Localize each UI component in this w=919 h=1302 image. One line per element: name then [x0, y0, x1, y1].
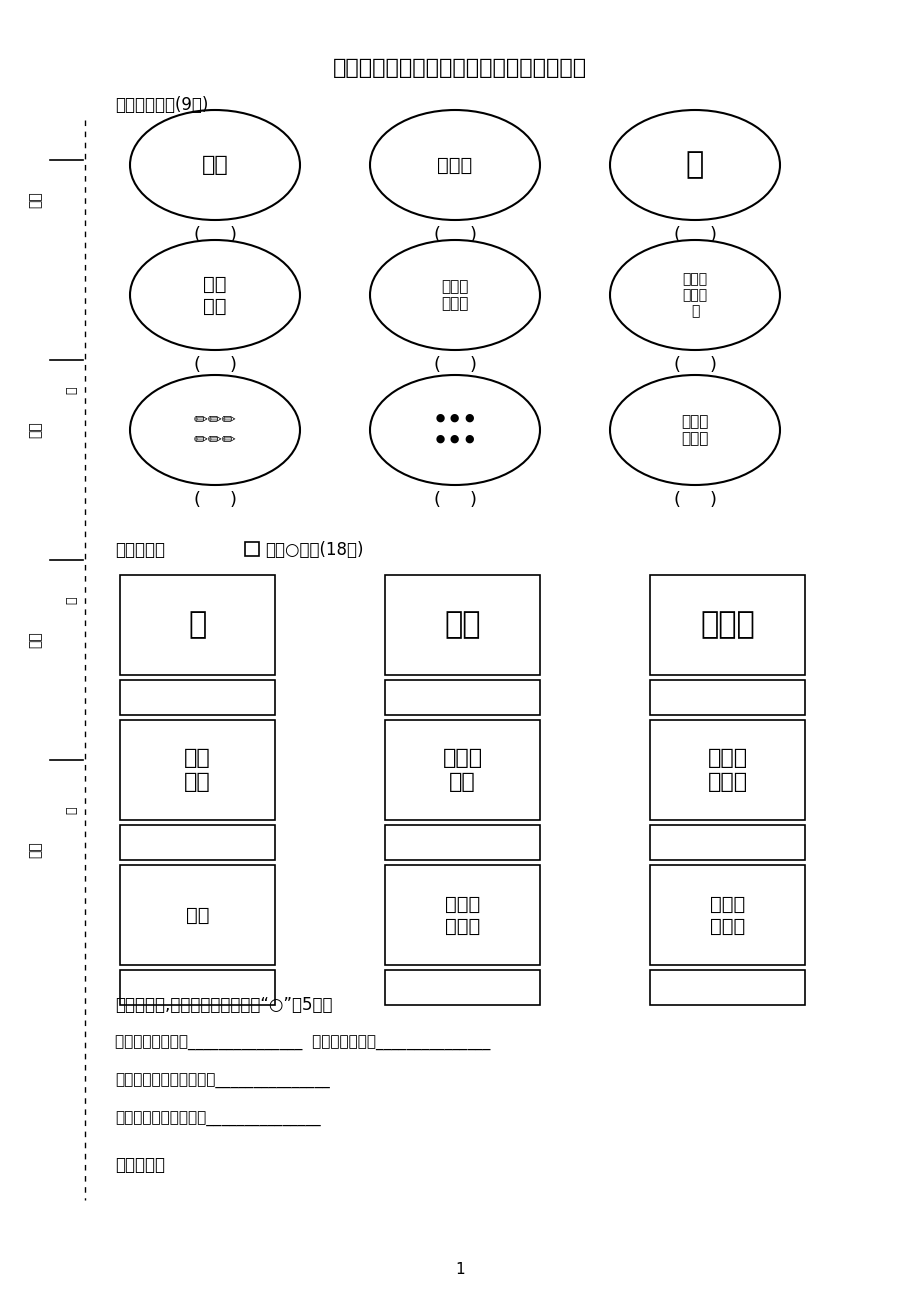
Text: ⚫⚫⚫
⚫⚫⚫: ⚫⚫⚫ ⚫⚫⚫ [432, 410, 477, 449]
Text: 姓名: 姓名 [28, 422, 42, 439]
Text: 班级: 班级 [28, 631, 42, 648]
Bar [650, 970, 804, 1005]
Text: 🍎🍎
🍎🍎: 🍎🍎 🍎🍎 [184, 749, 210, 792]
Text: 🐴: 🐴 [686, 151, 703, 180]
Bar [384, 865, 539, 965]
Text: 线: 线 [65, 806, 78, 814]
Text: 人教版小学数学一年级上册第一单元检测卷: 人教版小学数学一年级上册第一单元检测卷 [333, 59, 586, 78]
Bar [650, 720, 804, 820]
Text: 🌿🌿
🌿🌿: 🌿🌿 🌿🌿 [203, 275, 226, 315]
Text: (: ( [673, 355, 680, 374]
Text: 🦋🌸: 🦋🌸 [201, 155, 228, 174]
Text: 🐛🐛🐛
🐛🐛🐛: 🐛🐛🐛 🐛🐛🐛 [441, 279, 468, 311]
Text: (: ( [673, 227, 680, 243]
Text: 你喜欢上的课有几节？_______________: 你喜欢上的课有几节？_______________ [115, 1112, 321, 1126]
Text: 考号: 考号 [28, 191, 42, 208]
Text: ): ) [229, 355, 236, 374]
Text: 🌸🌸🌸: 🌸🌸🌸 [699, 611, 754, 639]
Text: 1: 1 [455, 1263, 464, 1277]
Bar [650, 865, 804, 965]
Bar [384, 575, 539, 674]
Bar [650, 680, 804, 715]
Text: ): ) [709, 355, 716, 374]
Text: (: ( [433, 227, 440, 243]
Text: 🐟🐟🐟
🐟🐟🐟: 🐟🐟🐟 🐟🐟🐟 [445, 894, 480, 936]
Bar [650, 575, 804, 674]
Text: 二、数数在: 二、数数在 [115, 542, 165, 559]
Text: (: ( [433, 355, 440, 374]
Text: ): ) [709, 227, 716, 243]
Text: 🐟🐟: 🐟🐟 [444, 611, 481, 639]
Text: (: ( [433, 491, 440, 509]
Text: (: ( [193, 227, 200, 243]
Bar [650, 825, 804, 861]
Text: 内画○计数(18分): 内画○计数(18分) [265, 542, 363, 559]
Bar [119, 825, 275, 861]
Text: 学校: 学校 [28, 841, 42, 858]
Bar [384, 970, 539, 1005]
Text: 🫘🫘🫘
🫘🫘🫘: 🫘🫘🫘 🫘🫘🫘 [681, 414, 708, 447]
Text: 你这一小组有几个同学？_______________: 你这一小组有几个同学？_______________ [115, 1073, 329, 1088]
Text: (: ( [193, 491, 200, 509]
Bar [119, 680, 275, 715]
Text: 一、看图写数(9分): 一、看图写数(9分) [115, 96, 208, 115]
Text: ): ) [469, 227, 476, 243]
Bar [119, 970, 275, 1005]
Text: 三、数一数,在横线上画出相应的“○”（5分）: 三、数一数,在横线上画出相应的“○”（5分） [115, 996, 332, 1014]
Bar [119, 865, 275, 965]
Text: ): ) [469, 355, 476, 374]
Bar [119, 720, 275, 820]
Text: 🍦🍦: 🍦🍦 [186, 905, 209, 924]
Text: ): ) [469, 491, 476, 509]
Bar [119, 575, 275, 674]
Text: (: ( [673, 491, 680, 509]
Bar [384, 680, 539, 715]
Text: 🐔🐔🐔
🐔🐔: 🐔🐔🐔 🐔🐔 [442, 749, 482, 792]
Text: ✏️✏️✏️
✏️✏️✏️: ✏️✏️✏️ ✏️✏️✏️ [194, 410, 235, 449]
Text: 🍇🍇🍇: 🍇🍇🍇 [437, 155, 472, 174]
Text: 🥚🥚🥚
🥚🥚🥚: 🥚🥚🥚 🥚🥚🥚 [707, 749, 747, 792]
Text: 你家里有几口人？_______________  今年你几岁了？_______________: 你家里有几口人？_______________ 今年你几岁了？_________… [115, 1035, 490, 1051]
Text: ): ) [229, 227, 236, 243]
Bar [384, 825, 539, 861]
Text: 🦀🦀🦀
🦀🦀🦀
🦀: 🦀🦀🦀 🦀🦀🦀 🦀 [682, 272, 707, 318]
Text: (: ( [193, 355, 200, 374]
Text: ): ) [229, 491, 236, 509]
Text: 订: 订 [65, 596, 78, 604]
Bar [384, 720, 539, 820]
Bar [244, 542, 259, 556]
Text: 装: 装 [65, 387, 78, 393]
Text: ): ) [709, 491, 716, 509]
Text: 🦆🦆🦆
🦆🦆🦆: 🦆🦆🦆 🦆🦆🦆 [709, 894, 744, 936]
Text: 🚌: 🚌 [188, 611, 207, 639]
Text: 四、连一连: 四、连一连 [115, 1156, 165, 1174]
